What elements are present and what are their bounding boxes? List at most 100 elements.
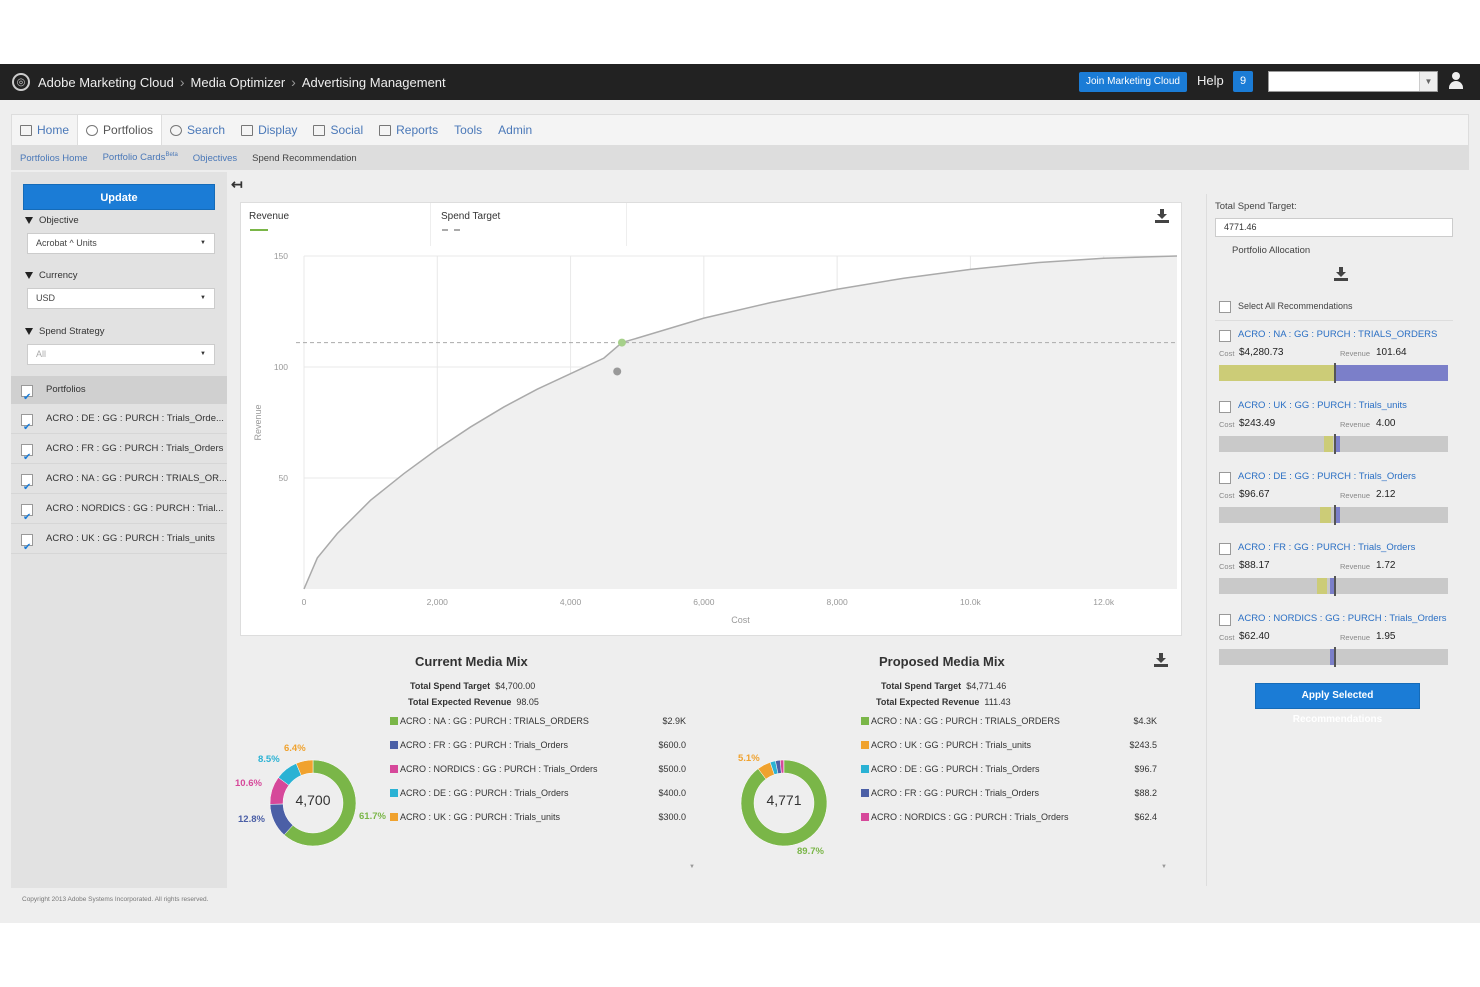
portfolio-checkbox[interactable] — [21, 533, 33, 553]
subnav-objectives[interactable]: Objectives — [192, 152, 238, 164]
portfolio-row[interactable]: ACRO : NORDICS : GG : PURCH : Trial... — [11, 494, 227, 524]
x-tick-label: 0 — [302, 597, 307, 607]
x-tick-label: 2,000 — [427, 597, 449, 607]
breadcrumb-marketing-cloud[interactable]: Adobe Marketing Cloud — [38, 74, 174, 90]
recommendation-checkbox[interactable] — [1219, 330, 1231, 342]
legend-item[interactable]: ACRO : FR : GG : PURCH : Trials_Orders — [861, 788, 1039, 798]
breadcrumb-media-optimizer[interactable]: Media Optimizer — [190, 74, 286, 90]
breadcrumb-advertising-management[interactable]: Advertising Management — [301, 74, 446, 90]
portfolio-row[interactable]: ACRO : UK : GG : PURCH : Trials_units — [11, 524, 227, 554]
legend-item[interactable]: ACRO : NORDICS : GG : PURCH : Trials_Ord… — [861, 812, 1069, 822]
legend-value: $400.0 — [658, 788, 686, 798]
tab-social[interactable]: Social — [305, 115, 371, 145]
portfolio-checkbox[interactable] — [21, 443, 33, 463]
cost-label: Cost — [1219, 633, 1235, 642]
download-icon[interactable] — [1334, 267, 1348, 281]
cost-value: $96.67 — [1239, 489, 1270, 500]
recommendation-title[interactable]: ACRO : DE : GG : PURCH : Trials_Orders — [1238, 471, 1416, 482]
legend-item[interactable]: ACRO : UK : GG : PURCH : Trials_units — [390, 812, 560, 822]
portfolios-label: Portfolios — [46, 384, 86, 395]
join-marketing-cloud-button[interactable]: Join Marketing Cloud — [1079, 72, 1187, 92]
download-icon[interactable] — [1155, 209, 1169, 223]
tab-home[interactable]: Home — [12, 115, 77, 145]
x-tick-label: 8,000 — [826, 597, 848, 607]
strategy-section-header[interactable]: Spend Strategy — [25, 326, 105, 337]
notification-badge[interactable]: 9 — [1233, 71, 1253, 92]
legend-item[interactable]: ACRO : NORDICS : GG : PURCH : Trials_Ord… — [390, 764, 598, 774]
recommendation-title[interactable]: ACRO : NA : GG : PURCH : TRIALS_ORDERS — [1238, 329, 1438, 340]
current-point — [613, 367, 622, 376]
current-spend-label: Total Spend Target — [410, 681, 491, 691]
company-select[interactable]: ▼ — [1268, 71, 1438, 92]
collapse-sidebar-icon[interactable]: ↤ — [231, 176, 243, 192]
help-link[interactable]: Help — [1197, 73, 1224, 88]
proposed-revenue-line: Total Expected Revenue 111.43 — [876, 697, 1011, 707]
apply-recommendations-button[interactable]: Apply Selected Recommendations — [1255, 683, 1420, 725]
legend-item[interactable]: ACRO : DE : GG : PURCH : Trials_Orders — [861, 764, 1040, 774]
tab-reports[interactable]: Reports — [371, 115, 446, 145]
slider-handle[interactable] — [1333, 576, 1336, 596]
recommendation-title[interactable]: ACRO : NORDICS : GG : PURCH : Trials_Ord… — [1238, 613, 1447, 624]
spend-target-input[interactable]: 4771.46 — [1215, 218, 1453, 237]
tab-admin[interactable]: Admin — [490, 115, 540, 145]
current-pct-label: 10.6% — [235, 778, 262, 789]
portfolio-row[interactable]: ACRO : DE : GG : PURCH : Trials_Orde... — [11, 404, 227, 434]
portfolio-checkbox[interactable] — [21, 473, 33, 493]
portfolio-checkbox[interactable] — [21, 413, 33, 433]
scroll-down-icon[interactable]: ▼ — [689, 864, 695, 870]
legend-item[interactable]: ACRO : NA : GG : PURCH : TRIALS_ORDERS — [390, 716, 589, 726]
recommendation-title[interactable]: ACRO : UK : GG : PURCH : Trials_units — [1238, 400, 1407, 411]
legend-item[interactable]: ACRO : FR : GG : PURCH : Trials_Orders — [390, 740, 568, 750]
spend-target-tab[interactable]: Spend Target — [433, 203, 627, 246]
donut-slice[interactable] — [295, 759, 314, 776]
slider-handle[interactable] — [1333, 647, 1336, 667]
update-button[interactable]: Update — [23, 184, 215, 210]
slider-handle[interactable] — [1333, 505, 1336, 525]
user-icon[interactable] — [1448, 72, 1464, 90]
revenue-tab[interactable]: Revenue — [241, 203, 431, 246]
currency-section-header[interactable]: Currency — [25, 270, 78, 281]
recommendation-title[interactable]: ACRO : FR : GG : PURCH : Trials_Orders — [1238, 542, 1416, 553]
portfolio-row[interactable]: ACRO : NA : GG : PURCH : TRIALS_OR... — [11, 464, 227, 494]
tab-portfolios[interactable]: Portfolios — [77, 115, 163, 145]
allocation-slider[interactable] — [1219, 576, 1448, 596]
donut-slice[interactable] — [740, 759, 828, 847]
proposed-spend-line: Total Spend Target $4,771.46 — [881, 681, 1006, 691]
recommendation-item: ACRO : NA : GG : PURCH : TRIALS_ORDERS Co… — [1219, 329, 1449, 389]
slider-handle[interactable] — [1333, 363, 1336, 383]
objective-select[interactable]: Acrobat ^ Units ▼ — [27, 233, 215, 254]
tab-portfolios-label: Portfolios — [103, 123, 154, 137]
legend-item[interactable]: ACRO : DE : GG : PURCH : Trials_Orders — [390, 788, 569, 798]
spend-strategy-select[interactable]: All ▼ — [27, 344, 215, 365]
recommendation-checkbox[interactable] — [1219, 401, 1231, 413]
tab-tools[interactable]: Tools — [446, 115, 490, 145]
subnav-spend-recommendation[interactable]: Spend Recommendation — [252, 152, 357, 164]
legend-value: $243.5 — [1129, 740, 1157, 750]
portfolio-row[interactable]: ACRO : FR : GG : PURCH : Trials_Orders — [11, 434, 227, 464]
slider-handle[interactable] — [1333, 434, 1336, 454]
recommendation-checkbox[interactable] — [1219, 472, 1231, 484]
donut-slice[interactable] — [283, 759, 357, 847]
recommendation-checkbox[interactable] — [1219, 543, 1231, 555]
subnav-portfolio-cards[interactable]: Portfolio CardsBeta — [103, 152, 178, 163]
select-all-label: Select All Recommendations — [1238, 301, 1353, 311]
tab-display[interactable]: Display — [233, 115, 305, 145]
adobe-logo-icon[interactable]: ◎ — [12, 73, 30, 91]
donut-slice[interactable] — [779, 759, 785, 774]
legend-item[interactable]: ACRO : UK : GG : PURCH : Trials_units — [861, 740, 1031, 750]
tab-search[interactable]: Search — [162, 115, 233, 145]
allocation-slider[interactable] — [1219, 434, 1448, 454]
scroll-down-icon[interactable]: ▼ — [1161, 864, 1167, 870]
portfolios-all-checkbox[interactable] — [21, 384, 33, 412]
allocation-slider[interactable] — [1219, 647, 1448, 667]
subnav-portfolios-home[interactable]: Portfolios Home — [20, 152, 88, 164]
legend-item[interactable]: ACRO : NA : GG : PURCH : TRIALS_ORDERS — [861, 716, 1060, 726]
allocation-slider[interactable] — [1219, 363, 1448, 383]
select-all-checkbox[interactable] — [1219, 301, 1231, 313]
allocation-slider[interactable] — [1219, 505, 1448, 525]
objective-section-header[interactable]: Objective — [25, 215, 79, 226]
recommendation-checkbox[interactable] — [1219, 614, 1231, 626]
download-icon[interactable] — [1154, 653, 1168, 667]
currency-select[interactable]: USD ▼ — [27, 288, 215, 309]
portfolio-checkbox[interactable] — [21, 503, 33, 523]
